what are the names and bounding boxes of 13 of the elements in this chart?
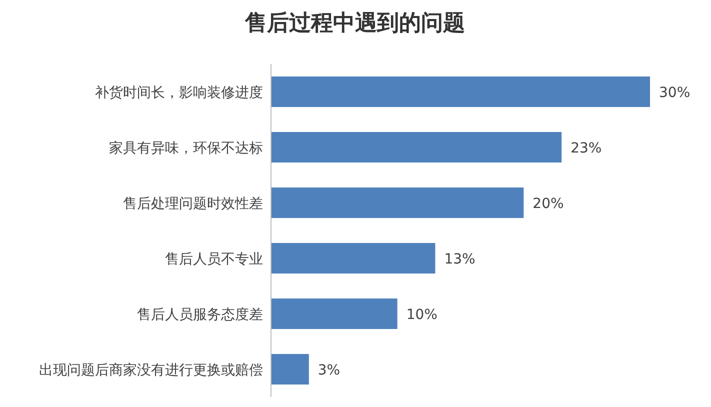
- y-tick-label: 售后人员服务态度差: [137, 306, 263, 323]
- data-label: 3%: [318, 362, 340, 378]
- y-tick-label: 出现问题后商家没有进行更换或赔偿: [39, 362, 263, 378]
- data-label: 13%: [444, 251, 476, 268]
- y-tick-label: 售后人员不专业: [165, 251, 263, 268]
- y-tick-label: 补货时间长，影响装修进度: [95, 84, 263, 101]
- data-label: 23%: [570, 140, 602, 156]
- y-tick-label: 家具有异味，环保不达标: [109, 140, 263, 156]
- data-label: 20%: [532, 196, 564, 212]
- chart-title: 售后过程中遇到的问题: [244, 10, 465, 35]
- y-tick-label: 售后处理问题时效性差: [123, 196, 263, 212]
- data-label: 30%: [659, 84, 690, 101]
- data-label: 10%: [406, 306, 438, 323]
